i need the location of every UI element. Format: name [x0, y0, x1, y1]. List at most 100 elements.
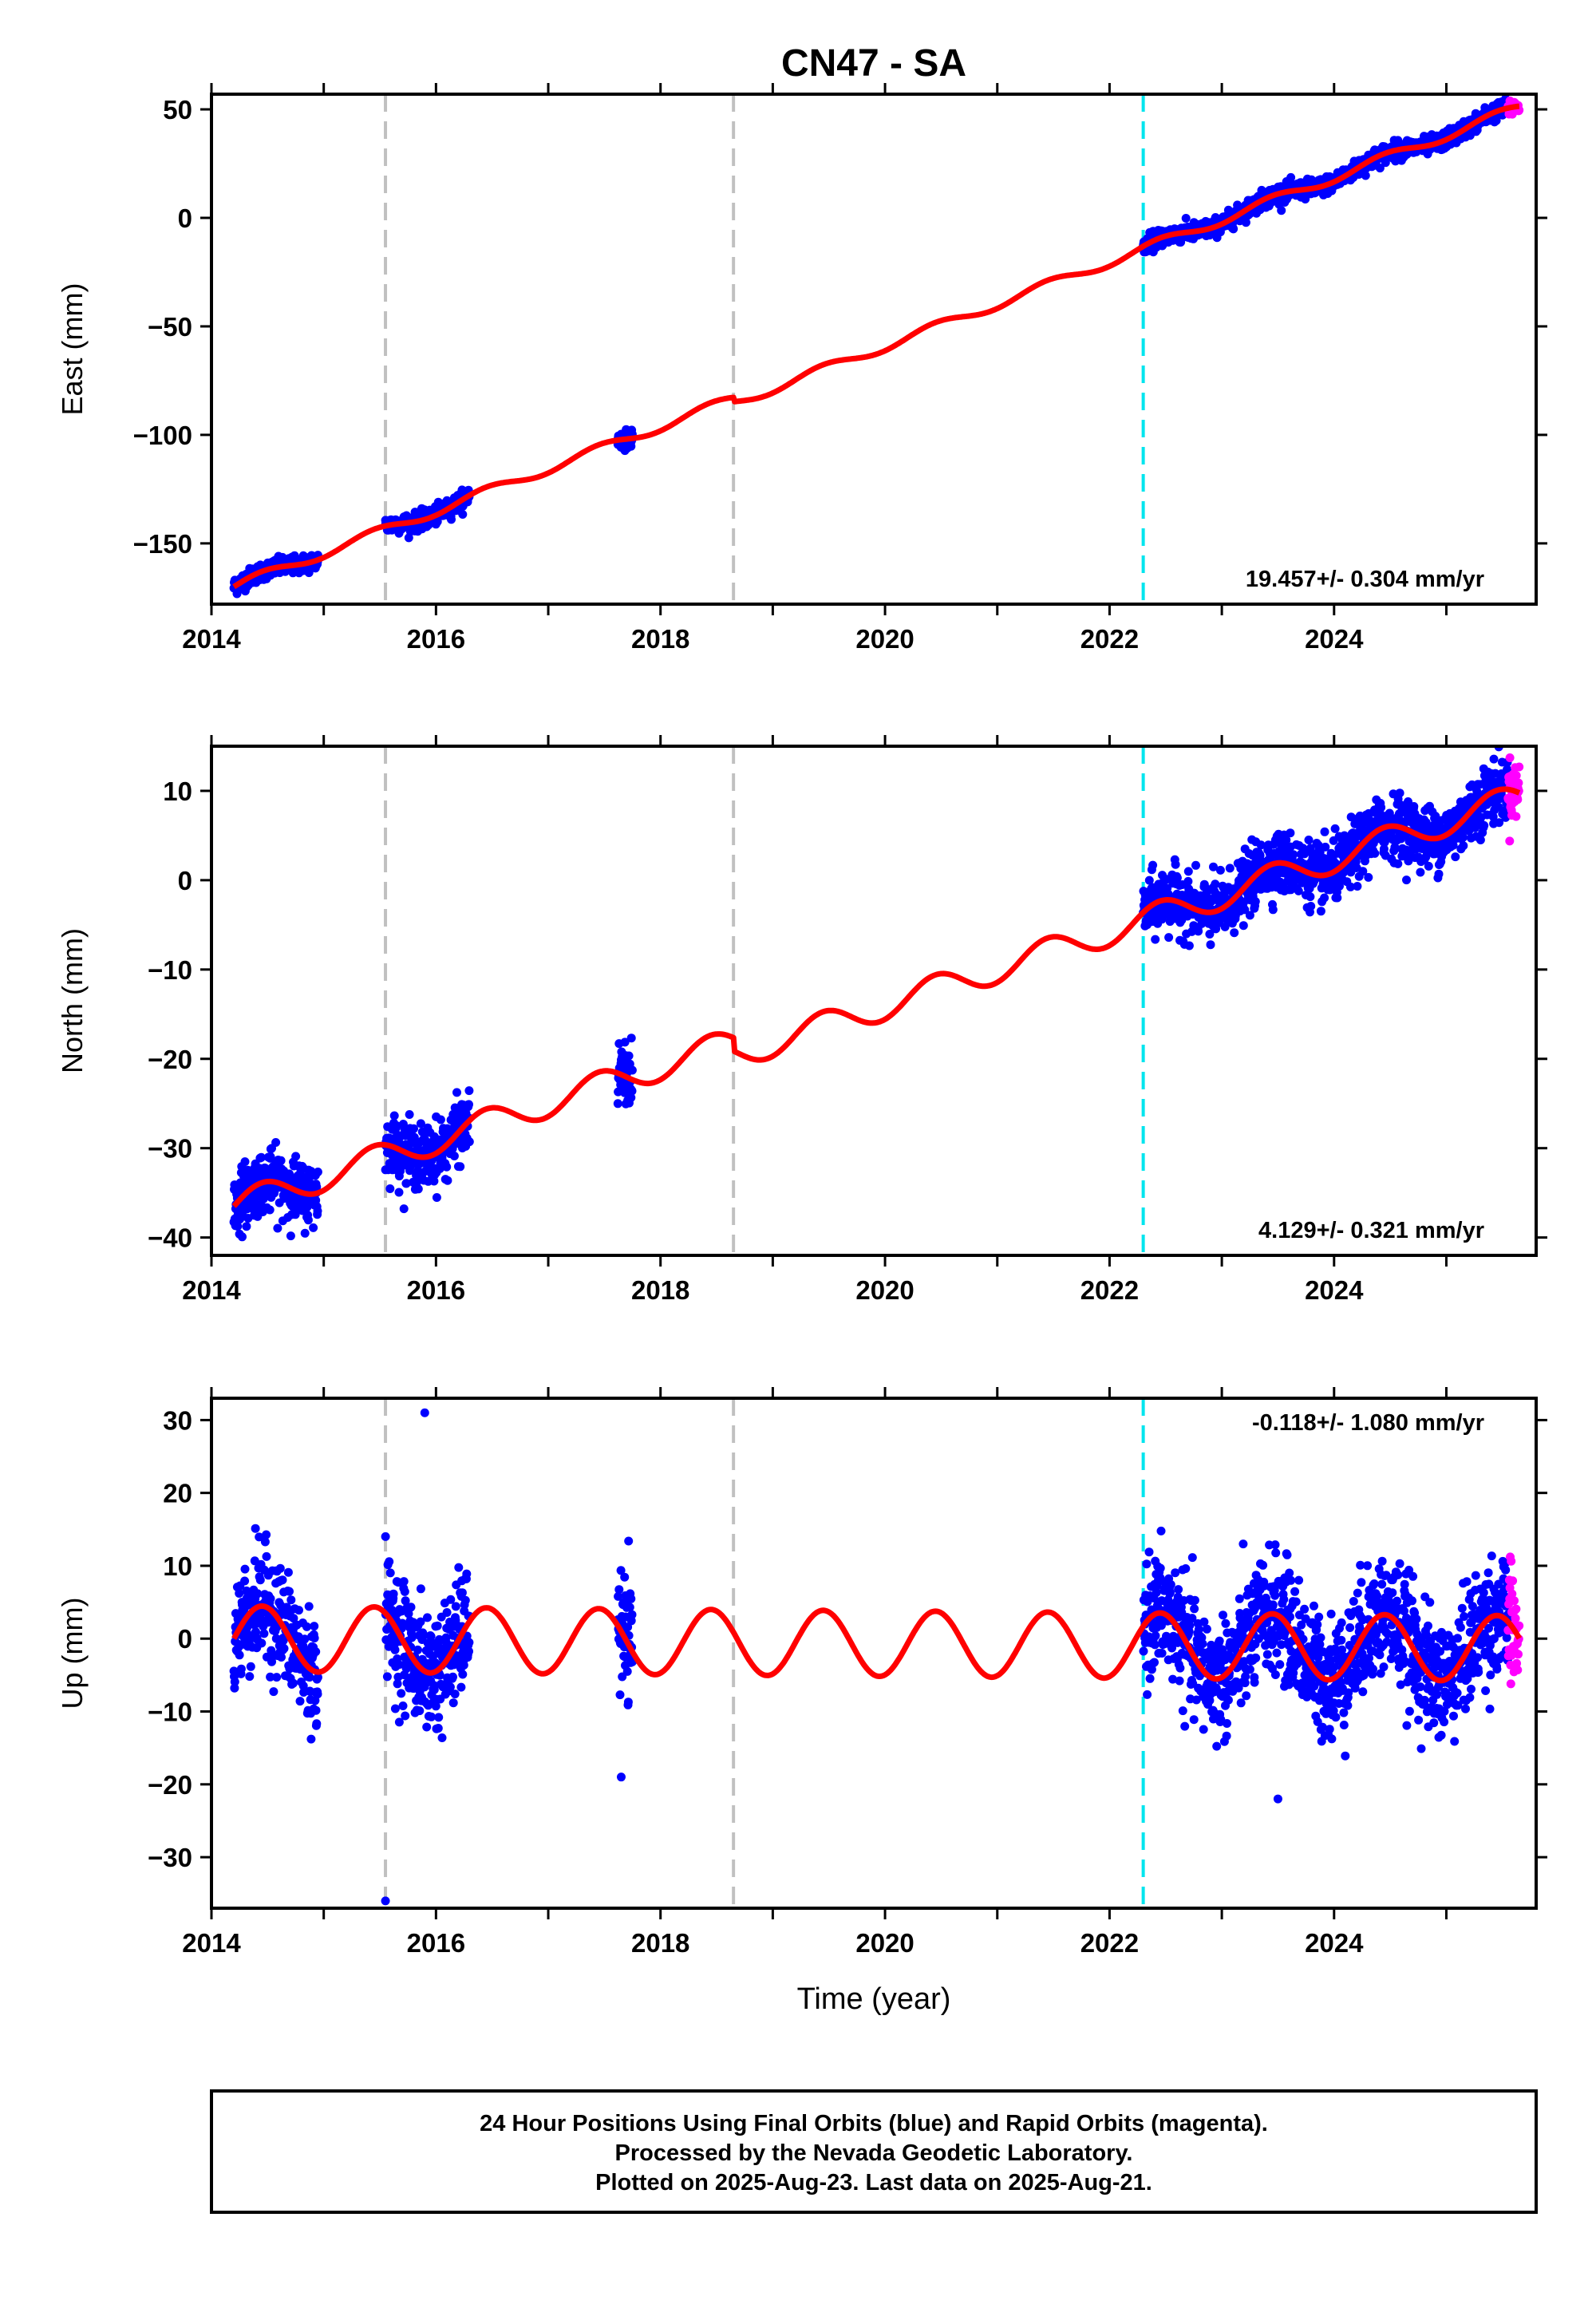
data-point [1245, 1665, 1254, 1674]
data-point [1393, 859, 1403, 868]
data-point [1139, 1646, 1148, 1656]
data-point [434, 1713, 444, 1722]
y-tick-label: 0 [178, 866, 192, 895]
rapid-point [1505, 753, 1515, 762]
rapid-point [1511, 771, 1521, 781]
data-point [1489, 754, 1499, 764]
data-point [1314, 1612, 1324, 1622]
data-point [1301, 195, 1310, 204]
data-point [1209, 862, 1218, 871]
up-panel: 2014 2016 2018 2020 2022 20243020100−10−20−30… [56, 1387, 1547, 1958]
data-point [1191, 860, 1200, 870]
data-point [1320, 827, 1329, 836]
data-point [413, 1645, 422, 1654]
data-point [1235, 1594, 1244, 1603]
data-point [1236, 1698, 1246, 1708]
data-point [382, 1672, 392, 1682]
data-point [1221, 1618, 1231, 1628]
velocity-rate-label: 19.457+/- 0.304 mm/yr [1246, 567, 1484, 592]
data-point [1156, 1526, 1166, 1535]
data-point [399, 1204, 409, 1214]
data-point [260, 1537, 270, 1547]
x-tick-label: 2022 [1080, 624, 1139, 654]
y-tick-label: −10 [148, 955, 192, 985]
data-point [1151, 1631, 1160, 1641]
data-point [381, 1531, 390, 1541]
data-point [436, 1115, 445, 1124]
data-point [300, 1228, 310, 1238]
data-point [262, 1530, 271, 1539]
data-point [286, 1231, 295, 1241]
data-point [283, 1567, 293, 1577]
data-point [1174, 1585, 1183, 1595]
data-point [1164, 933, 1174, 943]
data-point [1306, 902, 1316, 911]
data-point [1275, 1660, 1285, 1670]
data-point [309, 1223, 318, 1232]
data-point [230, 1677, 239, 1686]
data-point [385, 1568, 395, 1578]
data-point [1171, 860, 1180, 869]
data-point [240, 1564, 250, 1574]
data-point [1300, 1604, 1310, 1614]
data-point [626, 1093, 636, 1102]
data-point [1358, 867, 1368, 876]
rapid-point [1513, 795, 1523, 804]
data-point [1151, 935, 1160, 944]
data-point [456, 1682, 466, 1692]
data-point [256, 1152, 266, 1162]
data-point [1258, 1560, 1268, 1570]
data-point [437, 1733, 447, 1742]
data-point [1404, 797, 1412, 806]
data-point [1222, 1731, 1231, 1741]
data-point [1451, 852, 1460, 862]
data-point [1184, 941, 1194, 951]
data-point [1300, 849, 1310, 859]
data-point [451, 1602, 460, 1611]
data-point [390, 1645, 400, 1654]
data-point [1346, 812, 1356, 822]
data-point [1272, 1648, 1282, 1658]
data-point [1211, 879, 1220, 889]
data-point [251, 1524, 260, 1533]
data-point [1229, 224, 1238, 234]
data-point [1250, 1678, 1259, 1687]
data-point [1316, 1633, 1325, 1642]
data-point [1262, 1650, 1272, 1659]
data-point [304, 1602, 314, 1611]
data-point [1223, 1695, 1233, 1705]
data-point [1290, 1587, 1300, 1596]
data-point [401, 1711, 410, 1721]
data-point [269, 1687, 279, 1697]
data-point [433, 497, 443, 507]
data-point [1270, 1540, 1280, 1550]
data-point [1285, 1568, 1294, 1578]
data-point [1286, 1575, 1296, 1585]
data-point [399, 1577, 409, 1587]
data-point [236, 1664, 246, 1674]
data-point [242, 1222, 251, 1231]
data-point [1416, 868, 1425, 877]
data-point [398, 1701, 408, 1710]
data-point [1238, 1539, 1248, 1549]
y-tick-label: −30 [148, 1134, 192, 1164]
data-point [313, 1206, 322, 1215]
data-point [306, 1734, 316, 1744]
data-point [1341, 832, 1350, 841]
data-point [627, 1065, 637, 1075]
data-point [1251, 1654, 1261, 1662]
data-point [255, 1532, 264, 1542]
data-point [311, 1705, 321, 1715]
y-axis-label: North (mm) [56, 928, 89, 1073]
data-point [1326, 1609, 1336, 1618]
y-tick-label: −40 [148, 1223, 192, 1253]
data-point [409, 1124, 418, 1133]
y-tick-label: −100 [133, 421, 192, 450]
y-tick-label: 0 [178, 204, 192, 233]
data-point [1306, 892, 1315, 902]
x-tick-label: 2014 [182, 624, 241, 654]
data-point [1271, 1548, 1281, 1558]
data-point [238, 1232, 247, 1242]
data-point [432, 1193, 441, 1202]
data-point [1471, 823, 1479, 832]
